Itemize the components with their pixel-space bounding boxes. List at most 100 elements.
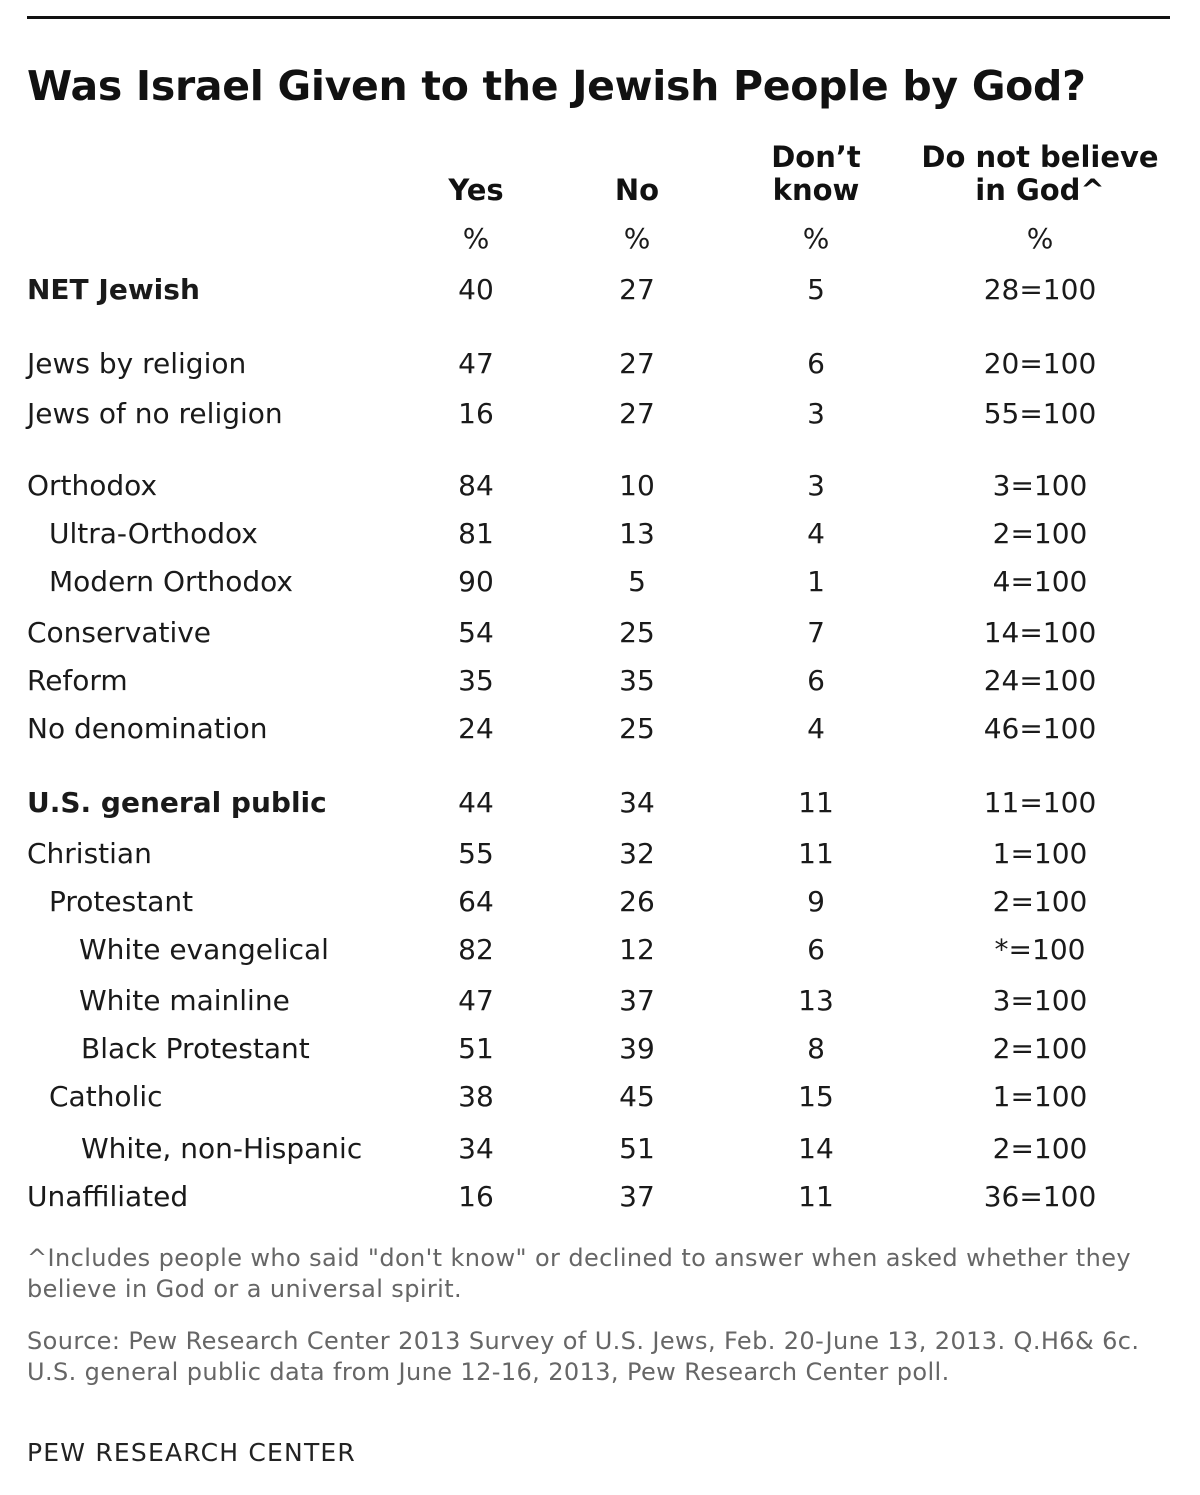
cell-do-not-believe: *=100 [994, 933, 1086, 966]
cell-yes: 47 [458, 347, 494, 380]
cell-dont-know: 5 [807, 273, 825, 306]
table-row: Unaffiliated 16 37 11 36=100 [0, 1177, 1200, 1217]
row-label: Catholic [49, 1080, 163, 1113]
cell-no: 25 [619, 616, 655, 649]
table-row: Jews of no religion 16 27 3 55=100 [0, 394, 1200, 434]
column-header-no: No [614, 173, 660, 207]
table-row: Christian 55 32 11 1=100 [0, 834, 1200, 874]
row-label: White evangelical [79, 933, 329, 966]
cell-no: 10 [619, 469, 655, 502]
unit-label-do-not-believe: % [1026, 222, 1054, 255]
cell-do-not-believe: 2=100 [992, 517, 1088, 550]
source-note: Source: Pew Research Center 2013 Survey … [27, 1327, 1140, 1386]
table-row: Modern Orthodox 90 5 1 4=100 [0, 562, 1200, 602]
cell-yes: 24 [458, 712, 494, 745]
table-row: NET Jewish 40 27 5 28=100 [0, 270, 1200, 310]
cell-do-not-believe: 11=100 [983, 786, 1097, 819]
row-label: Christian [27, 837, 152, 870]
row-label: Jews of no religion [27, 397, 283, 430]
cell-dont-know: 15 [798, 1080, 834, 1113]
cell-no: 32 [619, 837, 655, 870]
unit-label-no: % [623, 222, 651, 255]
cell-dont-know: 8 [807, 1032, 825, 1065]
chart-title: Was Israel Given to the Jewish People by… [27, 62, 1086, 110]
cell-yes: 16 [458, 1180, 494, 1213]
cell-no: 27 [619, 397, 655, 430]
cell-do-not-believe: 4=100 [992, 565, 1088, 598]
cell-yes: 16 [458, 397, 494, 430]
cell-dont-know: 6 [807, 933, 825, 966]
cell-yes: 44 [458, 786, 494, 819]
row-label: No denomination [27, 712, 268, 745]
cell-no: 25 [619, 712, 655, 745]
cell-yes: 35 [458, 664, 494, 697]
cell-dont-know: 1 [807, 565, 825, 598]
cell-no: 12 [619, 933, 655, 966]
cell-no: 51 [619, 1132, 655, 1165]
cell-do-not-believe: 1=100 [992, 837, 1088, 870]
cell-do-not-believe: 2=100 [992, 1032, 1088, 1065]
unit-label-dont-know: % [802, 222, 830, 255]
cell-dont-know: 4 [807, 517, 825, 550]
row-label: Conservative [27, 616, 212, 649]
row-label: Orthodox [27, 469, 158, 502]
row-label: Jews by religion [27, 347, 247, 380]
cell-do-not-believe: 20=100 [983, 347, 1097, 380]
cell-dont-know: 9 [807, 885, 825, 918]
cell-dont-know: 11 [798, 837, 834, 870]
cell-no: 45 [619, 1080, 655, 1113]
cell-dont-know: 3 [807, 469, 825, 502]
cell-yes: 47 [458, 984, 494, 1017]
column-header-yes: Yes [448, 173, 504, 207]
row-label: NET Jewish [27, 273, 200, 306]
row-label: White, non-Hispanic [81, 1132, 363, 1165]
cell-no: 27 [619, 347, 655, 380]
row-label: White mainline [79, 984, 290, 1017]
cell-no: 34 [619, 786, 655, 819]
cell-yes: 90 [458, 565, 494, 598]
cell-no: 37 [619, 1180, 655, 1213]
cell-do-not-believe: 55=100 [983, 397, 1097, 430]
row-label: Unaffiliated [27, 1180, 189, 1213]
table-row: White evangelical 82 12 6 *=100 [0, 930, 1200, 970]
cell-yes: 40 [458, 273, 494, 306]
table-row: White, non-Hispanic 34 51 14 2=100 [0, 1129, 1200, 1169]
cell-do-not-believe: 24=100 [983, 664, 1097, 697]
cell-dont-know: 6 [807, 664, 825, 697]
cell-no: 35 [619, 664, 655, 697]
cell-dont-know: 14 [798, 1132, 834, 1165]
cell-yes: 34 [458, 1132, 494, 1165]
table-row: Conservative 54 25 7 14=100 [0, 613, 1200, 653]
row-label: Protestant [49, 885, 194, 918]
cell-yes: 82 [458, 933, 494, 966]
row-label: Black Protestant [81, 1032, 310, 1065]
cell-do-not-believe: 2=100 [992, 1132, 1088, 1165]
cell-do-not-believe: 36=100 [983, 1180, 1097, 1213]
table-row: White mainline 47 37 13 3=100 [0, 981, 1200, 1021]
cell-dont-know: 7 [807, 616, 825, 649]
cell-do-not-believe: 46=100 [983, 712, 1097, 745]
table-row: No denomination 24 25 4 46=100 [0, 709, 1200, 749]
cell-do-not-believe: 28=100 [983, 273, 1097, 306]
table-row: Catholic 38 45 15 1=100 [0, 1077, 1200, 1117]
cell-no: 13 [619, 517, 655, 550]
table-row: Ultra-Orthodox 81 13 4 2=100 [0, 514, 1200, 554]
cell-yes: 38 [458, 1080, 494, 1113]
cell-yes: 54 [458, 616, 494, 649]
cell-do-not-believe: 3=100 [992, 984, 1088, 1017]
unit-label-yes: % [462, 222, 490, 255]
cell-yes: 51 [458, 1032, 494, 1065]
cell-dont-know: 11 [798, 1180, 834, 1213]
table-row: U.S. general public 44 34 11 11=100 [0, 783, 1200, 823]
column-header-dont-know-line-2: know [772, 173, 860, 207]
table-row: Protestant 64 26 9 2=100 [0, 882, 1200, 922]
column-header-do-not-believe-line-2: in God^ [975, 173, 1105, 207]
cell-yes: 81 [458, 517, 494, 550]
cell-dont-know: 13 [798, 984, 834, 1017]
cell-dont-know: 6 [807, 347, 825, 380]
cell-yes: 64 [458, 885, 494, 918]
cell-yes: 84 [458, 469, 494, 502]
cell-dont-know: 3 [807, 397, 825, 430]
column-header-do-not-believe-line-1: Do not believe [921, 140, 1159, 174]
column-header-dont-know-line-1: Don’t [771, 140, 861, 174]
